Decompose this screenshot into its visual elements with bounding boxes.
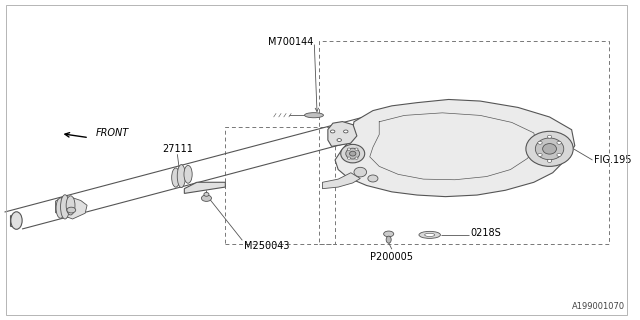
Ellipse shape [386,236,391,243]
Polygon shape [335,100,575,197]
Ellipse shape [56,198,65,218]
Ellipse shape [202,195,211,201]
Ellipse shape [538,154,542,156]
Ellipse shape [348,148,351,150]
Ellipse shape [349,151,356,156]
Text: 27111: 27111 [162,144,193,154]
Ellipse shape [354,167,367,177]
Ellipse shape [66,196,75,215]
Ellipse shape [67,207,76,213]
Text: A199001070: A199001070 [572,302,625,311]
Ellipse shape [383,231,394,237]
Text: 0218S: 0218S [470,228,502,238]
Ellipse shape [337,139,341,141]
Ellipse shape [526,131,573,166]
Ellipse shape [346,148,360,159]
Ellipse shape [557,154,561,156]
Ellipse shape [348,157,351,159]
Ellipse shape [61,195,69,219]
Bar [319,41,609,244]
Ellipse shape [547,135,552,138]
Ellipse shape [305,113,323,118]
Polygon shape [323,173,360,189]
Polygon shape [328,122,357,147]
Ellipse shape [535,138,564,160]
Polygon shape [56,197,87,219]
Ellipse shape [368,175,378,182]
Ellipse shape [419,231,440,238]
Text: P200005: P200005 [371,252,413,262]
Ellipse shape [355,148,358,150]
Ellipse shape [543,144,557,154]
Ellipse shape [340,144,365,163]
Ellipse shape [547,160,552,162]
Ellipse shape [184,165,192,183]
Text: M250043: M250043 [244,241,289,251]
Ellipse shape [172,168,180,187]
Ellipse shape [11,212,22,229]
Ellipse shape [538,141,542,144]
Text: M700144: M700144 [268,37,313,47]
Ellipse shape [344,130,348,133]
Bar [225,126,335,244]
Text: FIG.195: FIG.195 [594,155,631,165]
Ellipse shape [177,164,186,188]
Ellipse shape [355,157,358,159]
Polygon shape [184,182,225,193]
Ellipse shape [557,141,561,144]
Text: FRONT: FRONT [95,128,129,138]
Ellipse shape [424,233,435,236]
Ellipse shape [330,130,335,133]
Ellipse shape [204,192,209,196]
